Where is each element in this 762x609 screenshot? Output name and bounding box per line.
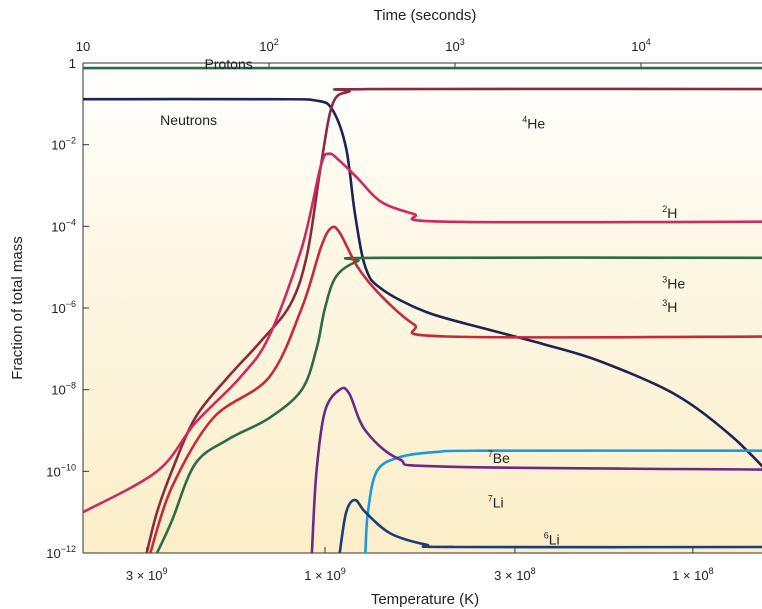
top-tick-label: 102 <box>259 37 278 54</box>
series-line-7be <box>364 449 762 553</box>
bottom-tick-label: 3 × 108 <box>494 566 536 583</box>
y-tick-label: 10−2 <box>51 136 76 153</box>
bottom-tick-label: 3 × 109 <box>126 566 168 583</box>
series-line-3he <box>155 256 762 553</box>
series-line-neutrons <box>83 97 762 468</box>
series-label-7li: 7Li <box>488 494 504 511</box>
series-label-protons: Protons <box>204 56 252 72</box>
curves <box>83 66 762 553</box>
bottom-tick-label: 1 × 108 <box>672 566 714 583</box>
curve-labels: Protons Neutrons 4He 2H 3He 3H 7Be 7Li 6Li <box>160 56 685 548</box>
top-tick-label: 104 <box>631 37 650 54</box>
bottom-axis-title: Temperature (K) <box>371 591 479 608</box>
series-line-4he <box>145 87 762 553</box>
y-axis-title: Fraction of total mass <box>9 236 26 379</box>
axis-ticks: 10 102 103 104 3 × 109 1 × 109 3 × 108 1 × 108 1… <box>46 37 713 583</box>
y-tick-label: 10−4 <box>51 217 76 234</box>
series-line-3h <box>149 225 762 553</box>
series-label-2h: 2H <box>662 204 677 221</box>
series-label-6li: 6Li <box>544 531 560 548</box>
series-label-neutrons: Neutrons <box>160 112 217 128</box>
y-tick-label: 10−10 <box>46 462 76 479</box>
series-label-4he: 4He <box>522 114 545 131</box>
top-axis-title: Time (seconds) <box>374 7 477 24</box>
series-label-3he: 3He <box>662 275 685 292</box>
series-line-2h <box>83 152 762 514</box>
top-tick-label: 10 <box>76 39 90 54</box>
y-tick-label: 10−6 <box>51 299 76 316</box>
y-tick-label: 10−12 <box>46 544 76 561</box>
series-line-7li <box>310 386 762 553</box>
y-tick-label: 10−8 <box>51 381 76 398</box>
series-line-6li <box>338 498 762 553</box>
plot-area <box>83 63 762 553</box>
series-label-7be: 7Be <box>488 449 510 466</box>
y-tick-label: 1 <box>69 56 76 71</box>
bottom-tick-label: 1 × 109 <box>304 566 346 583</box>
top-tick-label: 103 <box>445 37 464 54</box>
series-label-3h: 3H <box>662 298 677 315</box>
